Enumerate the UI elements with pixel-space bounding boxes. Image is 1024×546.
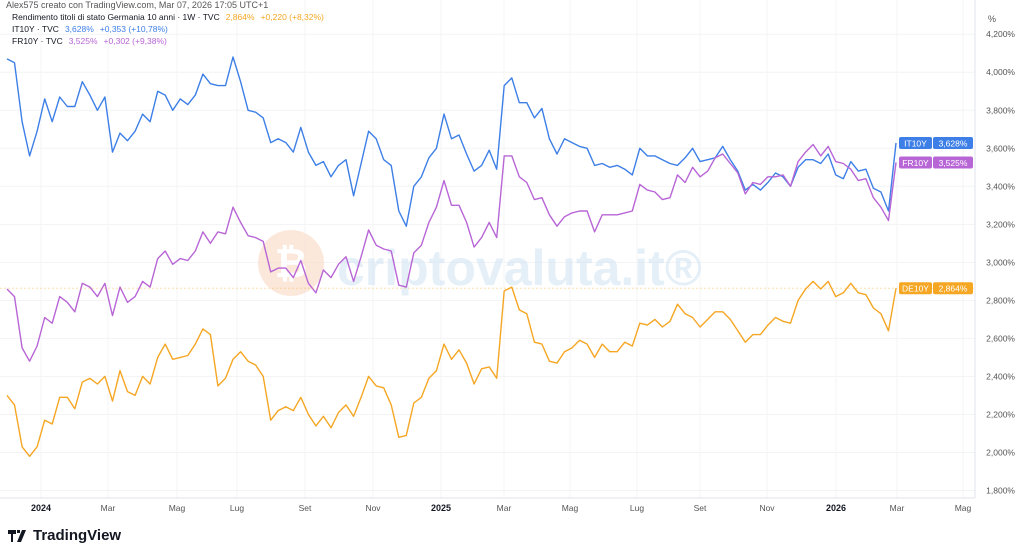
- y-tick-label: 2,000%: [986, 447, 1015, 457]
- x-tick-label: Mag: [169, 503, 186, 513]
- x-tick-label: Lug: [630, 503, 644, 513]
- x-tick-label: Nov: [365, 503, 381, 513]
- price-badge-fr10y: FR10Y 3,525%: [899, 156, 973, 169]
- y-tick-label: 1,800%: [986, 485, 1015, 495]
- watermark-text: criptovaluta.it®: [337, 240, 702, 296]
- x-tick-label: Nov: [759, 503, 775, 513]
- y-tick-label: 4,000%: [986, 67, 1015, 77]
- legend-change: +0,353 (+10,78%): [99, 24, 168, 34]
- badge-value: 2,864%: [939, 284, 968, 294]
- badge-value-bg: [933, 156, 973, 169]
- legend-row-it10y: IT10Y · TVC 3,628% +0,353 (+10,78%): [12, 24, 168, 34]
- series-line-it10y: [6, 56, 897, 227]
- legend-value: 3,525%: [68, 36, 98, 46]
- y-tick-label: 4,200%: [986, 29, 1015, 39]
- y-tick-label: 3,400%: [986, 181, 1015, 191]
- legend-row-fr10y: FR10Y · TVC 3,525% +0,302 (+9,38%): [12, 36, 167, 46]
- badge-name-bg: [899, 136, 932, 149]
- badge-name: IT10Y: [904, 138, 927, 148]
- snapshot-caption: Alex575 creato con TradingView.com, Mar …: [6, 0, 269, 10]
- x-tick-label: Mar: [101, 503, 116, 513]
- legend-label: Rendimento titoli di stato Germania 10 a…: [12, 12, 220, 22]
- x-tick-label: Mar: [497, 503, 512, 513]
- y-tick-label: 2,400%: [986, 371, 1015, 381]
- legend-change: +0,220 (+8,32%): [260, 12, 324, 22]
- x-tick-label: Mag: [955, 503, 972, 513]
- badge-name: DE10Y: [902, 284, 929, 294]
- badge-name-bg: [899, 282, 932, 295]
- badge-name-bg: [899, 156, 932, 169]
- price-badge-it10y: IT10Y 3,628%: [899, 136, 973, 149]
- x-tick-label: Set: [299, 503, 312, 513]
- y-tick-label: 2,200%: [986, 409, 1015, 419]
- y-axis-unit: %: [988, 14, 996, 24]
- legend-row-de10y: Rendimento titoli di stato Germania 10 a…: [12, 12, 324, 22]
- badge-value: 3,628%: [939, 138, 968, 148]
- tradingview-logo: TradingView: [8, 527, 121, 544]
- y-tick-label: 2,600%: [986, 333, 1015, 343]
- series-line-de10y: [6, 280, 897, 457]
- y-tick-label: 2,800%: [986, 295, 1015, 305]
- tradingview-logo-icon: [8, 529, 26, 542]
- legend-value: 2,864%: [225, 12, 255, 22]
- x-tick-label: 2025: [431, 503, 451, 513]
- price-badge-de10y: DE10Y 2,864%: [899, 282, 973, 295]
- legend-change: +0,302 (+9,38%): [103, 36, 167, 46]
- badge-value: 3,525%: [939, 158, 968, 168]
- legend-value: 3,628%: [64, 24, 94, 34]
- y-tick-label: 3,800%: [986, 105, 1015, 115]
- x-tick-label: Mar: [890, 503, 905, 513]
- badge-value-bg: [933, 282, 973, 295]
- badge-value-bg: [933, 136, 973, 149]
- x-tick-label: Lug: [230, 503, 244, 513]
- y-tick-label: 3,600%: [986, 143, 1015, 153]
- legend-label: FR10Y · TVC: [12, 36, 63, 46]
- branding-text: TradingView: [33, 527, 122, 544]
- watermark: ₿ criptovaluta.it®: [258, 230, 702, 296]
- series-line-fr10y: [6, 143, 897, 362]
- x-tick-label: Set: [694, 503, 707, 513]
- legend-label: IT10Y · TVC: [12, 24, 59, 34]
- x-tick-label: 2024: [31, 503, 51, 513]
- x-tick-label: Mag: [562, 503, 579, 513]
- badge-name: FR10Y: [902, 158, 929, 168]
- y-tick-label: 3,000%: [986, 257, 1015, 267]
- y-tick-label: 3,200%: [986, 219, 1015, 229]
- x-tick-label: 2026: [826, 503, 846, 513]
